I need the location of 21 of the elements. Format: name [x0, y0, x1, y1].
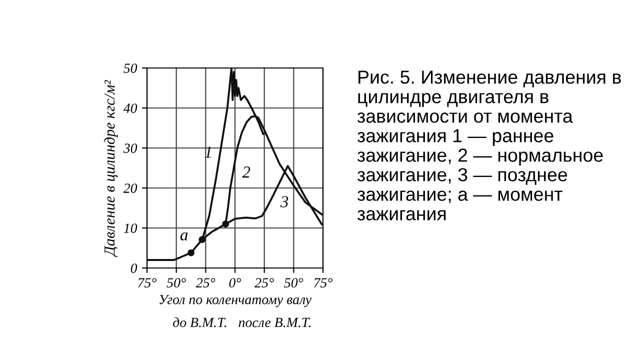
- x-tick-label: 75°: [138, 278, 156, 288]
- x-tick-label: 50°: [284, 278, 304, 288]
- x-axis-title: Угол по коленчатому валу: [160, 294, 312, 308]
- series-label: 2: [242, 166, 250, 178]
- y-tick-label: 10: [124, 224, 138, 233]
- text: до В.М.Т.: [173, 317, 226, 328]
- x-tick-label: 0°: [229, 278, 242, 288]
- y-tick-label: 40: [123, 104, 138, 113]
- x-tick-label: 25°: [254, 278, 274, 288]
- y-tick-label: 50: [124, 64, 138, 73]
- text: Рис. 5. Изменение давления в цилиндре двигателя в зависимости от момента зажигания 1 — раннее зажигание, 2 — нормальное зажигание, 3 — позднее зажигание; а — момент зажигания: [357, 70, 621, 220]
- y-tick-label: 0: [130, 264, 138, 273]
- x-tick-label: 25°: [196, 278, 216, 288]
- y-tick-label: 20: [123, 184, 138, 193]
- y-axis-title: Давление в цилиндре кгс/м²: [104, 80, 118, 258]
- y-tick-label: 30: [123, 144, 138, 153]
- series-label: 3: [280, 196, 288, 208]
- x-tick-label: 50°: [166, 278, 186, 288]
- text: после В.М.Т.: [238, 318, 310, 328]
- annotation: а: [180, 232, 188, 240]
- x-tick-label: 75°: [314, 278, 332, 288]
